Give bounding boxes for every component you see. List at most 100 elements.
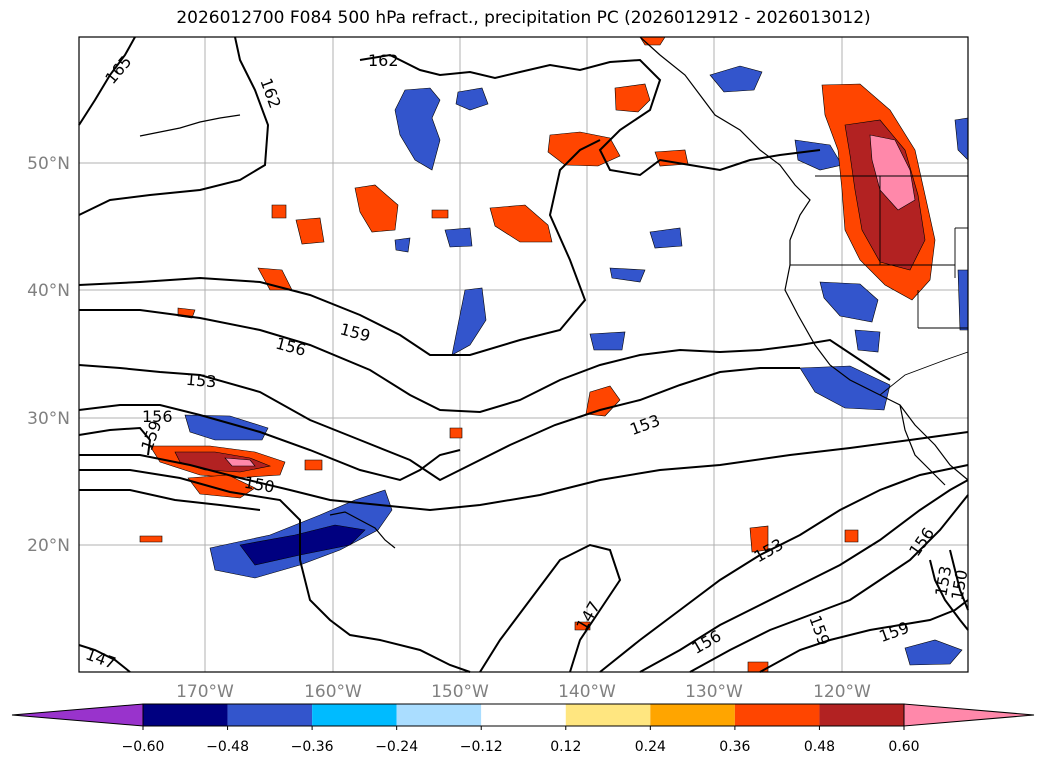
- lon-label: 150°W: [431, 682, 489, 702]
- lat-label: 20°N: [27, 536, 70, 556]
- colorbar-tick-label: −0.24: [375, 739, 418, 755]
- colorbar-segment: [143, 704, 228, 726]
- contour-147-corner: [78, 644, 131, 673]
- alaska-coast: [639, 36, 811, 241]
- colorbar-segment: [819, 704, 904, 726]
- precip-blob-negative: [184, 414, 269, 441]
- colorbar-segment: [227, 704, 313, 726]
- precip-blob-negative: [455, 87, 489, 111]
- lat-label: 30°N: [27, 409, 70, 429]
- precip-blob-positive: [869, 134, 916, 211]
- colorbar-extend-low: [11, 703, 144, 727]
- precip-blob-positive: [614, 83, 651, 113]
- lon-label: 160°W: [304, 682, 362, 702]
- us-west-coast: [784, 240, 969, 481]
- contour-label: 156: [274, 334, 308, 360]
- precip-blob-negative: [444, 227, 473, 248]
- latitude-labels: 50°N 40°N 30°N 20°N: [27, 154, 70, 556]
- coastlines: [139, 36, 969, 549]
- contour-147: [79, 489, 261, 511]
- contour-156b: [78, 404, 461, 482]
- contour-153c: [929, 559, 969, 631]
- colorbar-tick-label: 0.36: [719, 739, 750, 755]
- colorbar: −0.60 −0.48 −0.36 −0.24 −0.12 0.12 0.24 0.36 0.4…: [11, 703, 1035, 755]
- precip-blob-positive: [271, 204, 287, 219]
- precip-blob-positive: [844, 529, 859, 543]
- contour-label: 153: [627, 411, 662, 439]
- colorbar-tick-label: 0.48: [804, 739, 835, 755]
- longitude-labels: 170°W 160°W 150°W 140°W 130°W 120°W: [176, 682, 871, 702]
- precip-blob-negative: [854, 329, 881, 353]
- lon-label: 130°W: [685, 682, 743, 702]
- contour-162b: [359, 53, 821, 177]
- precip-blob-negative: [239, 524, 366, 566]
- borders: [790, 175, 969, 396]
- precip-blob-negative: [794, 139, 843, 171]
- contour-150c: [949, 549, 969, 611]
- precip-blob-positive: [304, 459, 323, 471]
- contour-label: 156: [689, 626, 725, 658]
- aleutian-chain: [139, 114, 241, 137]
- precip-blob-positive: [449, 427, 463, 439]
- contour-label: 162: [368, 51, 399, 70]
- lon-label: 170°W: [176, 682, 234, 702]
- contour-label: 159: [338, 319, 372, 345]
- precip-blob-positive: [139, 535, 163, 543]
- colorbar-tick-label: 0.60: [888, 739, 919, 755]
- precip-blob-negative: [589, 331, 626, 351]
- precip-blob-negative: [957, 269, 969, 331]
- lat-label: 40°N: [27, 281, 70, 301]
- colorbar-tick-label: 0.12: [550, 739, 581, 755]
- precip-blob-negative: [904, 639, 963, 666]
- colorbar-segment: [734, 704, 820, 726]
- colorbar-segment: [312, 704, 397, 726]
- contour-159c: [759, 599, 969, 673]
- precip-blob-positive: [585, 385, 621, 417]
- colorbar-outline: [142, 703, 905, 727]
- colorbar-tick-label: −0.60: [122, 739, 165, 755]
- colorbar-segment: [396, 704, 482, 726]
- colorbar-segment: [481, 704, 566, 726]
- contour-153: [78, 364, 800, 482]
- contour-153b: [639, 479, 969, 673]
- contour-150: [79, 431, 969, 512]
- precip-blob-positive: [431, 209, 449, 219]
- contour-156c: [689, 494, 969, 673]
- lat-label: 50°N: [27, 154, 70, 174]
- precip-blob-negative: [394, 237, 411, 253]
- colorbar-tick-label: 0.24: [635, 739, 666, 755]
- precip-blob-negative: [451, 287, 487, 356]
- precip-blob-negative: [799, 365, 891, 411]
- height-contours: [78, 36, 969, 673]
- contour-150b: [599, 464, 969, 673]
- contour-label: 159: [876, 618, 911, 646]
- precip-blob-positive: [187, 474, 256, 499]
- hawaii-islands: [329, 511, 396, 549]
- precip-blob-negative: [819, 281, 879, 323]
- contour-label: 159: [805, 613, 833, 648]
- contour-label: 156: [142, 407, 173, 426]
- contour-162: [78, 36, 270, 216]
- colorbar-extend-high: [903, 703, 1035, 727]
- precip-blob-positive: [224, 457, 256, 467]
- precip-blob-negative: [609, 267, 646, 283]
- colorbar-tick-label: −0.36: [291, 739, 334, 755]
- precip-blob-negative: [709, 65, 763, 93]
- precip-blob-positive: [295, 217, 325, 245]
- contour-159b: [78, 426, 152, 456]
- precip-blob-negative: [954, 117, 969, 161]
- precip-blob-negative: [394, 87, 441, 171]
- colorbar-segment: [565, 704, 651, 726]
- lon-label: 120°W: [813, 682, 871, 702]
- precip-blob-positive: [354, 184, 399, 233]
- lon-label: 140°W: [558, 682, 616, 702]
- map-title: 2026012700 F084 500 hPa refract., precip…: [176, 8, 871, 28]
- contour-label: 153: [185, 370, 217, 392]
- precip-blob-positive: [747, 661, 769, 673]
- baja-coast: [899, 404, 946, 486]
- colorbar-tick-label: −0.12: [460, 739, 503, 755]
- contour-label: 156: [905, 524, 938, 560]
- contour-156: [79, 309, 891, 414]
- contour-159: [78, 139, 601, 356]
